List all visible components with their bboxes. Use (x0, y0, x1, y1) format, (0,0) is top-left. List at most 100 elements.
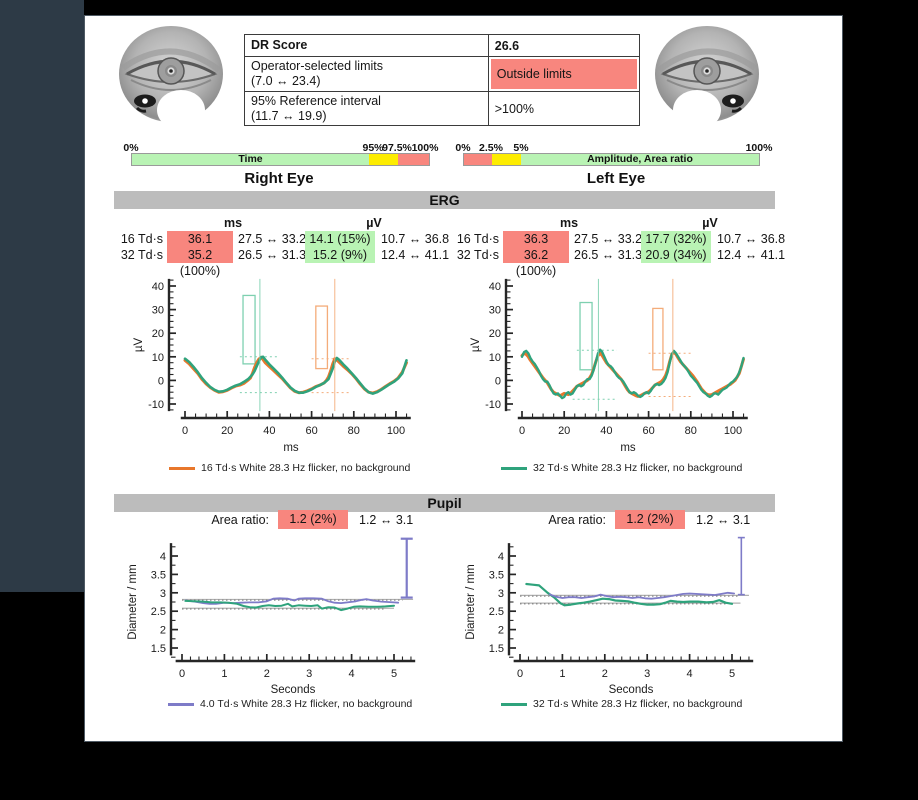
time-scale-0: 0% (123, 142, 139, 154)
svg-text:0: 0 (495, 375, 501, 387)
area-ratio-badge: 1.2 (2%) (278, 510, 348, 529)
table-row: DR Score 26.6 (245, 35, 639, 56)
svg-text:4: 4 (349, 668, 355, 680)
svg-text:80: 80 (348, 425, 360, 437)
svg-text:µV: µV (470, 338, 482, 353)
svg-text:3: 3 (160, 588, 166, 600)
amp-scale-0: 0% (455, 142, 471, 154)
legend-label: 16 Td·s White 28.3 Hz flicker, no backgr… (201, 462, 411, 474)
pupil-right-legend: 4.0 Td·s White 28.3 Hz flicker, no backg… (168, 698, 412, 710)
svg-text:-10: -10 (485, 399, 501, 411)
ms-value-badge: 36.3 (100%) (503, 231, 569, 262)
svg-text:40: 40 (489, 281, 501, 293)
svg-text:40: 40 (600, 425, 612, 437)
svg-text:100: 100 (387, 425, 405, 437)
ms-ref-range: 27.5 ↔ 33.2 (238, 232, 307, 246)
svg-text:60: 60 (642, 425, 654, 437)
svg-text:1.5: 1.5 (489, 643, 504, 655)
ms-value-badge: 35.2 (100%) (167, 247, 233, 278)
time-scale-100: 100% (411, 142, 439, 154)
uv-value-badge: 17.7 (32%) (641, 231, 711, 247)
pupil-section-header: Pupil (114, 494, 775, 512)
svg-text:40: 40 (152, 281, 164, 293)
area-ratio-badge: 1.2 (2%) (615, 510, 685, 529)
time-scale-97-5: 97.5% (382, 142, 412, 154)
time-bar-red (398, 154, 429, 165)
svg-text:4: 4 (160, 551, 166, 563)
left-eye-title: Left Eye (586, 170, 646, 187)
svg-text:ms: ms (620, 442, 636, 454)
time-bar-label: Time (238, 153, 263, 165)
reference-interval-value: >100% (487, 92, 639, 125)
legend-line-swatch (501, 702, 527, 706)
svg-text:2.5: 2.5 (151, 606, 166, 618)
area-ratio-label: Area ratio: (211, 513, 269, 527)
uv-ref-range: 10.7 ↔ 36.8 (717, 232, 786, 246)
time-bar-yellow (369, 154, 398, 165)
stim-label: 32 Td·s (120, 248, 163, 262)
uv-value-badge: 15.2 (9%) (305, 247, 375, 263)
legend-line-swatch (501, 466, 527, 470)
ms-value-badge: 36.1 (100%) (167, 231, 233, 262)
svg-text:Seconds: Seconds (609, 684, 654, 696)
uv-header-right: µV (366, 216, 382, 230)
uv-value-badge: 20.9 (34%) (641, 247, 711, 263)
svg-text:80: 80 (685, 425, 697, 437)
reference-interval-label: 95% Reference interval (251, 94, 381, 108)
amp-scale-5: 5% (513, 142, 529, 154)
dr-score-label: DR Score (251, 38, 308, 52)
svg-text:0: 0 (179, 668, 185, 680)
ms-header-right: ms (223, 216, 243, 230)
svg-text:2: 2 (602, 668, 608, 680)
svg-text:2: 2 (498, 625, 504, 637)
svg-text:0: 0 (182, 425, 188, 437)
stim-label: 16 Td·s (120, 232, 163, 246)
time-scale-95: 95% (362, 142, 384, 154)
svg-text:60: 60 (305, 425, 317, 437)
table-row: 95% Reference interval (11.7 ↔ 19.9) >10… (245, 91, 639, 125)
svg-text:20: 20 (558, 425, 570, 437)
left-dark-band (0, 0, 84, 592)
svg-text:1: 1 (221, 668, 227, 680)
erg-section-header: ERG (114, 191, 775, 209)
area-ratio-ref: 1.2 ↔ 3.1 (696, 513, 751, 527)
svg-text:Seconds: Seconds (271, 684, 316, 696)
svg-text:40: 40 (263, 425, 275, 437)
ms-value-badge: 36.2 (100%) (503, 247, 569, 278)
uv-header-left: µV (702, 216, 718, 230)
operator-limits-range: (7.0 ↔ 23.4) (251, 73, 321, 88)
dr-score-table: DR Score 26.6 Operator-selected limits (… (244, 34, 640, 126)
outside-limits-badge: Outside limits (490, 59, 637, 89)
svg-text:30: 30 (152, 305, 164, 317)
svg-text:3: 3 (306, 668, 312, 680)
right-eye-image (119, 26, 223, 126)
svg-text:3: 3 (498, 588, 504, 600)
amp-scale-100: 100% (745, 142, 773, 154)
ms-header-left: ms (559, 216, 579, 230)
svg-text:Diameter / mm: Diameter / mm (127, 564, 139, 639)
svg-text:5: 5 (391, 668, 397, 680)
svg-text:2: 2 (160, 625, 166, 637)
svg-text:ms: ms (283, 442, 299, 454)
table-row: Operator-selected limits (7.0 ↔ 23.4) Ou… (245, 56, 639, 91)
area-ratio-ref: 1.2 ↔ 3.1 (359, 513, 414, 527)
amp-bar-red (464, 154, 492, 165)
operator-limits-label: Operator-selected limits (251, 59, 383, 73)
svg-text:20: 20 (489, 328, 501, 340)
svg-text:4: 4 (687, 668, 693, 680)
legend-line-swatch (168, 702, 194, 706)
pupil-left-legend: 32 Td·s White 28.3 Hz flicker, no backgr… (501, 698, 742, 710)
left-eye-image (655, 26, 759, 126)
svg-text:20: 20 (221, 425, 233, 437)
dr-score-value: 26.6 (487, 35, 639, 56)
svg-text:1.5: 1.5 (151, 643, 166, 655)
amplitude-bar-label: Amplitude, Area ratio (587, 153, 693, 165)
amp-bar-yellow (492, 154, 521, 165)
svg-text:Diameter / mm: Diameter / mm (465, 564, 477, 639)
svg-text:10: 10 (152, 352, 164, 364)
svg-text:2: 2 (264, 668, 270, 680)
legend-label: 32 Td·s White 28.3 Hz flicker, no backgr… (533, 462, 743, 474)
right-eye-title: Right Eye (244, 170, 314, 187)
amplitude-scale-bar: Amplitude, Area ratio (463, 153, 760, 166)
